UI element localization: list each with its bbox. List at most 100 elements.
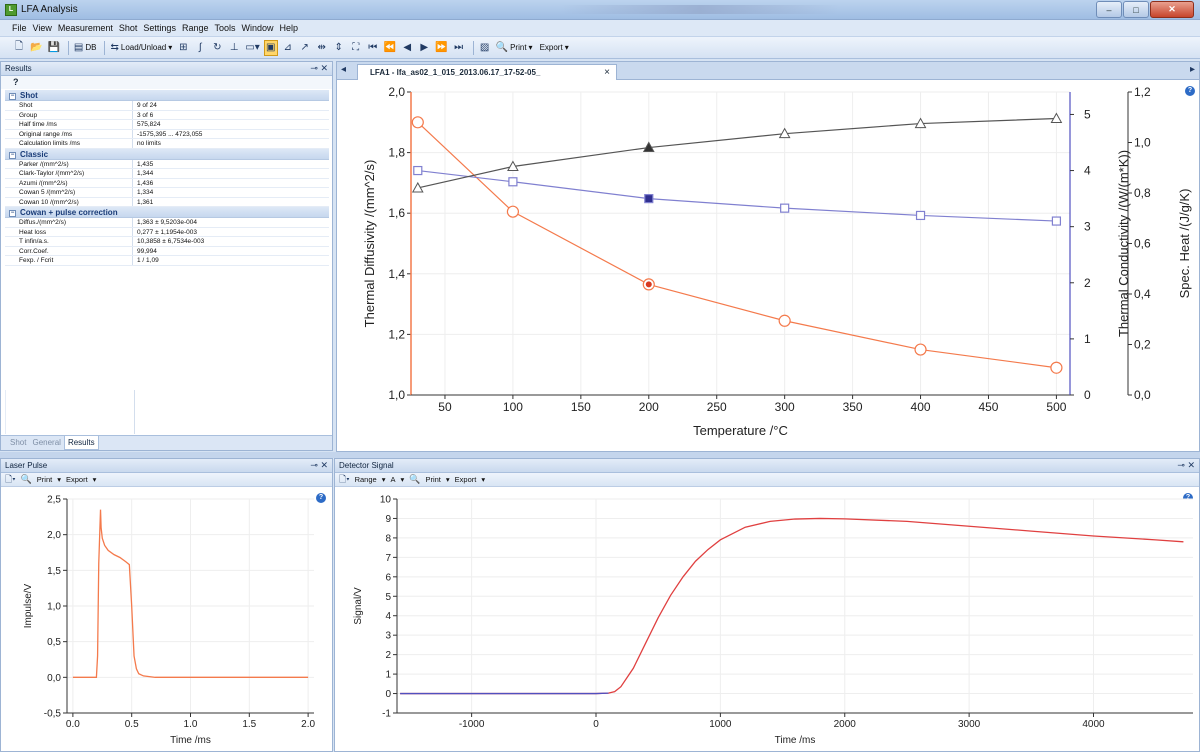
y-axis-label: Impulse/V <box>23 583 34 628</box>
detector-export-button[interactable]: Export <box>454 475 477 484</box>
property-row[interactable]: Cowan 10 /(mm^2/s) 1,361 <box>5 197 329 207</box>
first-icon[interactable]: ⏮ <box>368 42 378 53</box>
forward-icon[interactable]: ▶ <box>420 42 429 53</box>
menu-range[interactable]: Range <box>181 23 209 33</box>
property-row[interactable]: Corr.Coef. 99,994 <box>5 246 329 256</box>
fast-back-icon[interactable]: ⏪ <box>383 42 397 53</box>
data-point <box>778 314 791 327</box>
results-section-header[interactable]: − Cowan + pulse correction <box>5 207 329 218</box>
result-view-icon[interactable]: ▣ <box>263 39 278 56</box>
print-preview-icon[interactable]: 🔍 <box>409 474 421 484</box>
range-button[interactable]: Range <box>354 475 377 484</box>
menu-tools[interactable]: Tools <box>214 23 236 33</box>
save-icon[interactable]: 💾 <box>47 42 60 53</box>
plot-icon[interactable]: ⊿ <box>283 42 292 53</box>
help-icon[interactable]: ? <box>1183 493 1193 503</box>
open-folder-icon[interactable]: 📂 <box>30 42 43 53</box>
property-row[interactable]: Clark-Taylor /(mm^2/s) 1,344 <box>5 169 329 179</box>
property-value: 3 of 6 <box>137 111 154 119</box>
minimize-button[interactable]: – <box>1096 1 1122 18</box>
question-icon[interactable]: ? <box>13 77 19 87</box>
fast-forward-icon[interactable]: ⏩ <box>435 42 448 53</box>
menu-help[interactable]: Help <box>279 23 299 33</box>
laser-export-button[interactable]: Export <box>65 475 88 484</box>
menu-settings[interactable]: Settings <box>143 23 176 33</box>
property-value: 1,361 <box>137 198 154 206</box>
y-tick-label: 1 <box>385 670 391 681</box>
detector-print-button[interactable]: Print <box>425 475 441 484</box>
collapse-icon[interactable]: − <box>9 210 16 217</box>
property-value: 1,436 <box>137 179 154 187</box>
tab-scroll-left-icon[interactable]: ◂ <box>341 64 347 75</box>
property-row[interactable]: Original range /ms -1575,395 ... 4723,055 <box>5 129 329 139</box>
property-row[interactable]: Cowan 5 /(mm^2/s) 1,334 <box>5 188 329 198</box>
pin-close-icon[interactable]: ⊸ ✕ <box>310 460 328 470</box>
menu-shot[interactable]: Shot <box>118 23 138 33</box>
new-chart-icon[interactable]: 🗋▾ <box>5 473 16 484</box>
results-empty-area <box>5 390 329 434</box>
shot-select-icon[interactable]: ⊞ <box>179 42 188 53</box>
property-row[interactable]: Azumi /(mm^2/s) 1,436 <box>5 178 329 188</box>
document-tab[interactable]: LFA1 - lfa_as02_1_015_2013.06.17_17-52-0… <box>357 64 617 80</box>
results-section-header[interactable]: − Shot <box>5 90 329 101</box>
results-section-header[interactable]: − Classic <box>5 148 329 160</box>
x-tick-label: 2.0 <box>301 719 315 730</box>
maximize-button[interactable]: □ <box>1123 1 1149 18</box>
property-row[interactable]: Half time /ms 575,824 <box>5 120 329 130</box>
property-row[interactable]: Parker /(mm^2/s) 1,435 <box>5 159 329 169</box>
help-icon[interactable]: ? <box>1185 86 1195 96</box>
last-icon[interactable]: ⏭ <box>454 42 464 53</box>
help-icon[interactable]: ? <box>316 493 326 503</box>
menu-measurement[interactable]: Measurement <box>57 23 113 33</box>
image-icon[interactable]: ▨ <box>479 42 490 53</box>
zoom-x-icon[interactable]: ⇹ <box>317 42 326 53</box>
property-row[interactable]: T infin/a.s. 10,3858 ± 6,7534e-003 <box>5 237 329 247</box>
chevron-down-icon: ▾ <box>564 43 569 52</box>
property-row[interactable]: Group 3 of 6 <box>5 110 329 120</box>
tab-shot[interactable]: Shot <box>10 438 27 447</box>
y-tick-label: 0 <box>385 689 391 700</box>
toolbar-separator <box>67 40 69 55</box>
panel-splitter[interactable] <box>0 452 1200 458</box>
zoom-y-icon[interactable]: ⇕ <box>334 42 343 53</box>
y-tick-label: 6 <box>385 572 391 583</box>
export-button[interactable]: Export ▾ <box>537 40 570 56</box>
back-icon[interactable]: ◀ <box>403 42 412 53</box>
load-unload-button[interactable]: ⇆ Load/Unload ▾ <box>109 40 173 56</box>
print-preview-icon[interactable]: 🔍 <box>20 474 32 484</box>
pin-close-icon[interactable]: ⊸ ✕ <box>310 63 328 73</box>
refresh-icon[interactable]: ↻ <box>213 42 222 53</box>
data-point <box>411 116 424 129</box>
fit-icon[interactable]: ↗ <box>300 42 309 53</box>
collapse-icon[interactable]: − <box>9 93 16 100</box>
close-window-button[interactable]: ✕ <box>1150 1 1194 18</box>
property-row[interactable]: Calculation limits /ms no limits <box>5 139 329 149</box>
menu-window[interactable]: Window <box>241 23 274 33</box>
close-tab-icon[interactable]: × <box>604 67 610 78</box>
fullscreen-icon[interactable]: ⛶ <box>352 42 360 53</box>
collapse-icon[interactable]: − <box>9 151 16 159</box>
text-format-button[interactable]: A <box>390 475 396 484</box>
new-chart-icon[interactable]: 🗋▾ <box>339 473 350 484</box>
pulse-icon[interactable]: ⊥ <box>229 42 239 53</box>
property-row[interactable]: Shot 9 of 24 <box>5 101 329 111</box>
laser-print-button[interactable]: Print <box>36 475 53 484</box>
y-tick-label-right2: 0,6 <box>1134 237 1151 251</box>
print-button[interactable]: 🔍 Print ▾ <box>495 40 534 56</box>
property-value: 1,334 <box>137 189 154 196</box>
tab-general[interactable]: General <box>32 438 61 447</box>
new-icon[interactable]: 🗋 <box>14 41 24 52</box>
pin-close-icon[interactable]: ⊸ ✕ <box>1177 460 1195 470</box>
tab-scroll-right-icon[interactable]: ▸ <box>1189 64 1195 75</box>
model-icon[interactable]: ∫ <box>198 42 202 53</box>
y-tick-label-right1: 5 <box>1084 107 1091 121</box>
property-name: Heat loss <box>5 227 133 236</box>
menu-file[interactable]: File <box>12 23 27 33</box>
window-layout-icon[interactable]: ▭▾ <box>245 42 260 53</box>
database-button[interactable]: ▤ DB <box>73 40 98 56</box>
property-row[interactable]: Fexp. / Fcrit 1 / 1,09 <box>5 256 329 266</box>
menu-view[interactable]: View <box>32 23 52 33</box>
property-row[interactable]: Heat loss 0,277 ± 1,1954e-003 <box>5 227 329 237</box>
property-row[interactable]: Diffus./(mm^2/s) 1,363 ± 9,5203e-004 <box>5 218 329 228</box>
tab-results[interactable]: Results <box>63 436 99 450</box>
